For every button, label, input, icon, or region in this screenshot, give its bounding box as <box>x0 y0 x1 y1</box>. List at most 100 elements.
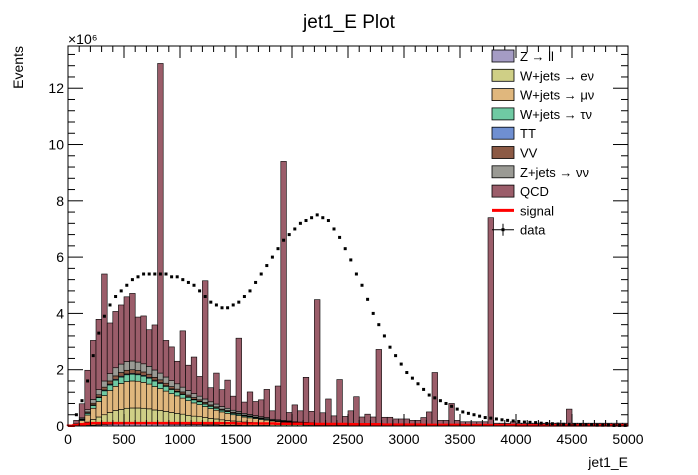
bar-w-jets-e-725 <box>146 408 153 425</box>
bar-w-jets-875 <box>162 390 170 412</box>
legend-label-vv: VV <box>520 146 538 161</box>
bar-z-jets-1425 <box>224 407 231 411</box>
bar-w-jets-e-625 <box>134 407 142 425</box>
bar-w-jets-1675 <box>252 418 259 423</box>
data-point-825 <box>158 272 162 276</box>
legend-label-z-ll: Z → ll <box>520 49 554 64</box>
data-point-225 <box>91 354 95 358</box>
y-axis-title: Events <box>10 46 26 89</box>
data-point-3225 <box>427 393 431 397</box>
data-point-1775 <box>265 264 269 268</box>
data-point-3375 <box>444 401 448 405</box>
bar-qcd-2025 <box>291 404 298 423</box>
bar-qcd-425 <box>112 311 119 369</box>
bar-qcd-625 <box>134 316 142 363</box>
data-point-1725 <box>259 272 263 276</box>
data-point-2425 <box>338 235 342 239</box>
legend-swatch-data-dot <box>501 228 505 232</box>
bar-qcd-2775 <box>375 349 382 426</box>
data-point-1325 <box>214 303 218 307</box>
legend-swatch-w-jets-e <box>491 68 515 82</box>
data-point-4575 <box>578 423 582 427</box>
bar-qcd-1275 <box>207 387 214 403</box>
bar-qcd-1725 <box>258 399 265 418</box>
bar-qcd-575 <box>129 293 136 362</box>
data-point-2775 <box>377 323 381 327</box>
data-point-125 <box>80 399 84 403</box>
data-point-4825 <box>606 423 610 427</box>
bar-w-jets-925 <box>168 389 175 394</box>
data-point-4525 <box>573 423 577 427</box>
x-tick-label-1500: 1500 <box>220 431 251 447</box>
y-tick-label-0: 0 <box>56 418 64 434</box>
data-point-2275 <box>321 216 325 220</box>
bar-qcd-1825 <box>269 410 276 420</box>
legend-label-qcd: QCD <box>520 184 549 199</box>
data-point-2675 <box>366 297 370 301</box>
data-point-3125 <box>416 382 420 386</box>
bar-vv-975 <box>174 388 181 392</box>
bar-qcd-475 <box>118 304 125 365</box>
data-point-375 <box>108 303 112 307</box>
data-point-2625 <box>360 283 364 287</box>
data-point-2125 <box>304 219 308 223</box>
bar-qcd-225 <box>90 340 97 400</box>
bar-vv-475 <box>118 372 125 377</box>
data-point-2075 <box>298 221 302 225</box>
y-tick-label-8: 8 <box>56 193 64 209</box>
bar-vv-275 <box>95 394 102 398</box>
bar-w-jets-1375 <box>218 411 226 421</box>
x-tick-label-2000: 2000 <box>276 431 307 447</box>
x-tick-label-5000: 5000 <box>612 431 643 447</box>
bar-w-jets-e-775 <box>151 409 158 425</box>
bar-w-jets-1275 <box>207 408 214 419</box>
data-point-3575 <box>466 411 470 415</box>
bar-qcd-775 <box>151 324 158 371</box>
data-point-4025 <box>517 419 521 423</box>
data-point-1175 <box>198 289 202 293</box>
bar-qcd-2275 <box>319 412 326 425</box>
data-point-2925 <box>394 354 398 358</box>
data-point-4175 <box>534 421 538 425</box>
data-point-4725 <box>595 423 599 427</box>
bar-w-jets-825 <box>157 383 164 389</box>
data-point-925 <box>170 275 174 279</box>
bar-z-jets-575 <box>129 360 136 371</box>
legend-swatch-w-jets <box>491 107 515 121</box>
bar-vv-575 <box>129 369 136 374</box>
bar-w-jets-975 <box>174 391 181 397</box>
data-point-1525 <box>237 300 241 304</box>
data-point-3275 <box>433 396 437 400</box>
data-point-1625 <box>248 289 252 293</box>
bar-w-jets-1025 <box>179 397 186 415</box>
data-point-1275 <box>209 300 213 304</box>
bar-qcd-1925 <box>280 161 287 421</box>
bar-qcd-325 <box>101 273 108 382</box>
bar-w-jets-525 <box>123 381 130 409</box>
data-point-3675 <box>478 414 482 418</box>
data-point-75 <box>74 413 78 417</box>
data-point-1425 <box>226 306 230 310</box>
bar-z-jets-975 <box>174 383 181 390</box>
data-point-2725 <box>371 311 375 315</box>
data-point-1875 <box>276 247 280 251</box>
data-point-2575 <box>354 272 358 276</box>
bar-qcd-2225 <box>314 299 321 424</box>
data-point-1925 <box>282 238 286 242</box>
bar-qcd-1675 <box>252 401 259 416</box>
bar-qcd-1975 <box>286 412 293 422</box>
bar-z-jets-925 <box>168 380 175 387</box>
bar-w-jets-1175 <box>196 404 203 418</box>
bar-w-jets-425 <box>112 379 119 387</box>
data-point-1675 <box>254 280 258 284</box>
bar-w-jets-e-675 <box>140 407 147 425</box>
bar-w-jets-675 <box>140 375 147 383</box>
bar-w-jets-1075 <box>185 400 192 416</box>
data-point-3525 <box>461 410 465 414</box>
bar-z-jets-825 <box>157 372 164 381</box>
bar-z-jets-1025 <box>179 386 186 393</box>
bar-z-jets-425 <box>112 367 119 377</box>
data-point-3025 <box>405 371 409 375</box>
data-point-2875 <box>388 345 392 349</box>
data-point-325 <box>102 314 106 318</box>
